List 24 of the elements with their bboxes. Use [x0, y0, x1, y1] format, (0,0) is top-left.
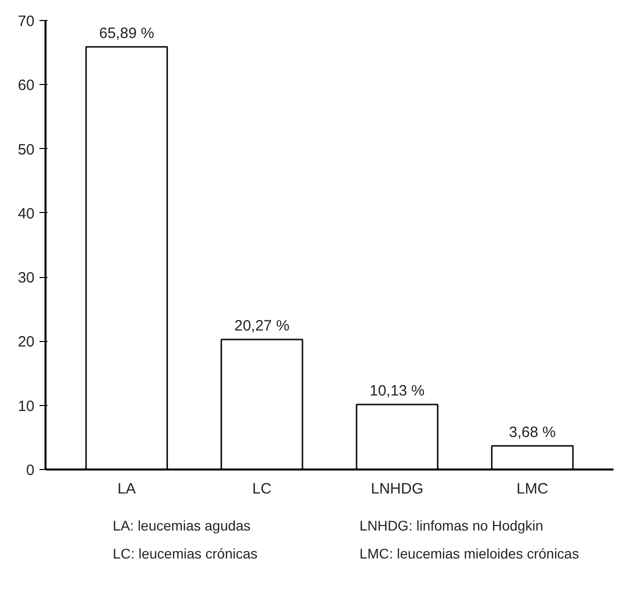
text: LA: leucemias agudas	[112, 518, 251, 534]
bar	[85, 46, 168, 470]
data-label: 3,68 %	[509, 424, 556, 441]
text: LNHDG: linfomas no Hodgkin	[360, 518, 544, 534]
y-tick-label: 10	[18, 398, 35, 415]
y-tick-label: 20	[18, 334, 35, 351]
text: LMC: leucemias mieloides crónicas	[360, 546, 579, 562]
y-tick-label: 30	[18, 270, 35, 287]
x-tick-label: LC	[252, 480, 272, 498]
y-tick-label: 0	[26, 462, 34, 479]
data-label: 20,27 %	[234, 317, 290, 334]
text: LC: leucemias crónicas	[112, 546, 258, 562]
data-label: 65,89 %	[99, 24, 154, 42]
data-label: 10,13 %	[370, 382, 425, 400]
y-tick-label: 50	[18, 141, 35, 158]
bar	[356, 404, 438, 470]
x-tick-label: LMC	[516, 480, 548, 498]
bar	[220, 338, 304, 470]
y-tick-label: 40	[18, 205, 35, 222]
x-tick-label: LNHDG	[370, 480, 424, 498]
x-tick-label: LA	[117, 480, 136, 498]
y-tick-label: 60	[18, 77, 35, 94]
bar	[491, 445, 574, 470]
y-tick-label: 70	[18, 13, 35, 30]
